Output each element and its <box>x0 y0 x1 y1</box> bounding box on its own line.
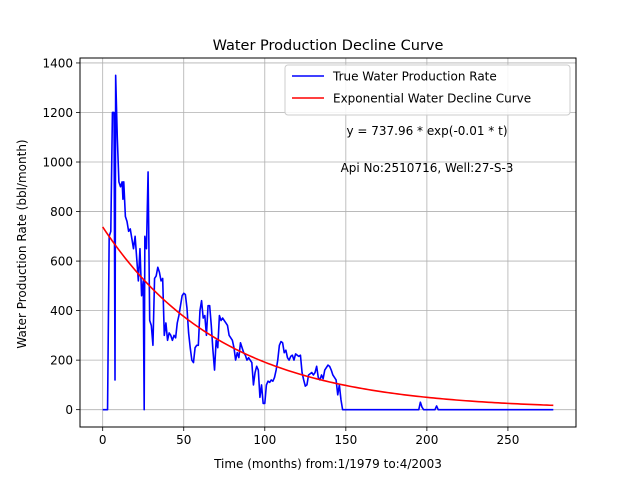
chart-title: Water Production Decline Curve <box>213 38 444 54</box>
x-tick-label: 50 <box>176 433 191 447</box>
x-tick-label: 150 <box>334 433 357 447</box>
well-annotation: Api No:2510716, Well:27-S-3 <box>341 161 514 175</box>
series-true-water-production-rate <box>102 74 554 411</box>
legend-label-exponential: Exponential Water Decline Curve <box>333 92 531 106</box>
y-tick-label: 1000 <box>42 155 73 169</box>
x-axis-label: Time (months) from:1/1979 to:4/2003 <box>213 457 442 471</box>
x-tick-label: 100 <box>253 433 276 447</box>
grid-lines <box>80 58 576 427</box>
y-tick-label: 600 <box>50 254 73 268</box>
axes-frame <box>79 57 577 428</box>
legend: True Water Production Rate Exponential W… <box>284 64 571 116</box>
y-tick-label: 400 <box>50 304 73 318</box>
plot-area <box>102 74 554 411</box>
y-tick-label: 800 <box>50 205 73 219</box>
x-tick-label: 0 <box>99 433 107 447</box>
legend-box <box>284 64 571 116</box>
equation-annotation: y = 737.96 * exp(-0.01 * t) <box>346 124 507 138</box>
x-tick-label: 200 <box>415 433 438 447</box>
y-tick-label: 1400 <box>42 56 73 70</box>
x-tick-label: 250 <box>496 433 519 447</box>
y-tick-label: 200 <box>50 353 73 367</box>
series-exponential-decline-curve <box>102 226 554 407</box>
axis-ticks: 0 50 100 150 200 250 0 200 400 600 800 1000 1200 1400 <box>42 56 519 447</box>
y-tick-label: 0 <box>65 403 73 417</box>
y-axis-label: Water Production Rate (bbl/month) <box>15 139 29 348</box>
legend-label-true-rate: True Water Production Rate <box>332 70 497 84</box>
y-tick-label: 1200 <box>42 106 73 120</box>
